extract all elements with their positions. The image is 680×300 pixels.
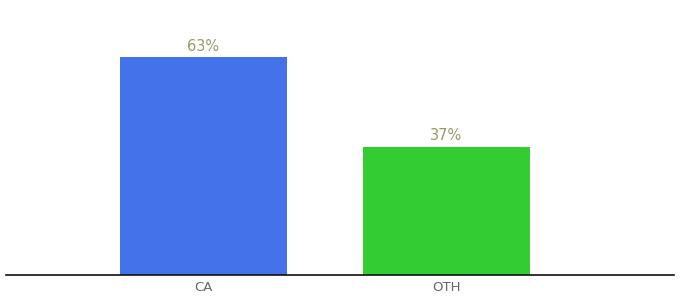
- Bar: [120, 57, 287, 274]
- Text: 63%: 63%: [187, 39, 219, 54]
- Text: 37%: 37%: [430, 128, 462, 143]
- Bar: [363, 147, 530, 274]
